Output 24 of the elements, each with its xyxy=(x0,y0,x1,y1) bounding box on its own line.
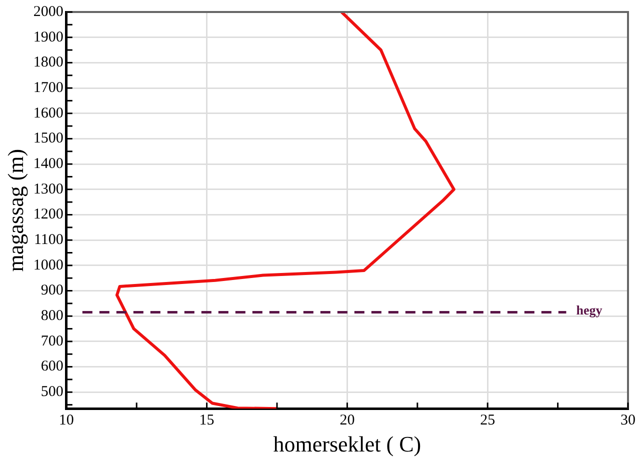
y-tick-label: 1800 xyxy=(33,54,64,71)
y-axis-title: magassag (m) xyxy=(2,148,28,272)
y-tick-label: 700 xyxy=(40,333,64,350)
y-tick-label: 900 xyxy=(40,282,64,299)
y-tick-label: 1400 xyxy=(33,156,64,172)
y-tick-label: 1100 xyxy=(34,232,64,248)
x-tick-label: 15 xyxy=(199,412,214,429)
y-tick-label: 600 xyxy=(40,358,64,375)
y-tick-label: 1600 xyxy=(33,105,64,122)
x-tick-label: 25 xyxy=(480,412,496,429)
x-tick-label: 10 xyxy=(58,412,74,429)
y-tick-label: 1500 xyxy=(33,130,64,147)
y-tick-label: 1700 xyxy=(33,80,64,96)
ref-line-label: hegy xyxy=(576,302,603,318)
y-tick-label: 1300 xyxy=(33,181,64,198)
y-tick-label: 2000 xyxy=(33,4,64,20)
y-tick-label: 800 xyxy=(40,308,64,324)
x-axis-title: homerseklet ( C) xyxy=(273,432,422,457)
y-tick-label: 1900 xyxy=(33,29,64,46)
x-tick-label: 30 xyxy=(620,412,636,429)
y-tick-label: 1200 xyxy=(33,206,64,223)
y-tick-label: 500 xyxy=(40,384,64,400)
x-tick-label: 20 xyxy=(340,412,355,429)
y-tick-label: 1000 xyxy=(33,257,64,274)
